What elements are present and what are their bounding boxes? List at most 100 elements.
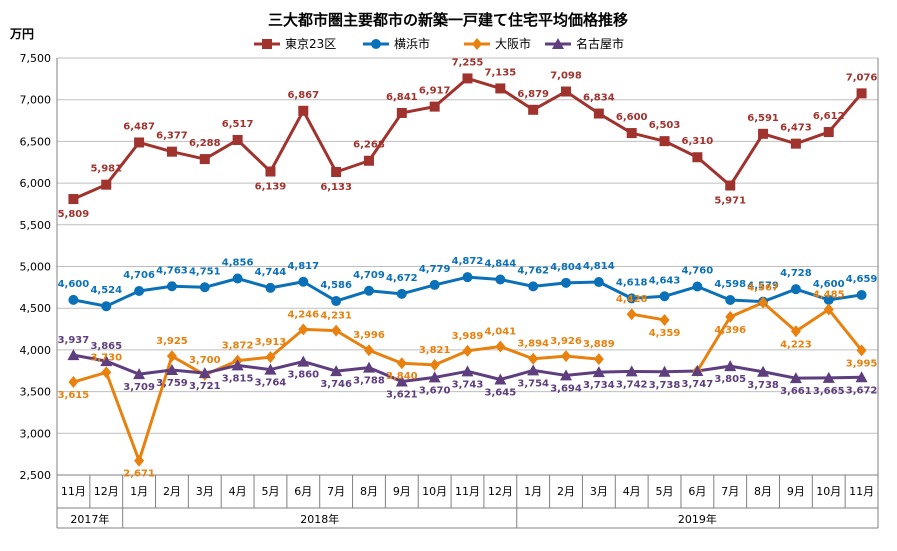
data-label: 3,865 [90, 341, 122, 352]
data-point-diamond [472, 38, 482, 50]
y-tick-label: 4,500 [20, 302, 52, 315]
data-label: 6,473 [780, 123, 812, 134]
data-label: 4,844 [485, 259, 517, 270]
data-label: 4,760 [682, 266, 714, 277]
data-label: 4,598 [714, 279, 746, 290]
data-point-square [528, 104, 539, 115]
data-label: 4,396 [714, 325, 746, 336]
data-label: 3,821 [419, 345, 451, 356]
data-point-diamond [101, 366, 112, 379]
data-point-triangle [231, 359, 244, 371]
data-label: 4,618 [616, 277, 648, 288]
data-label: 7,098 [550, 71, 582, 82]
data-point-triangle [395, 375, 408, 387]
data-point-square [856, 88, 867, 99]
data-point-circle [856, 289, 867, 300]
data-label: 3,734 [583, 380, 615, 391]
data-label: 3,700 [189, 355, 221, 366]
data-label: 3,995 [846, 358, 878, 369]
x-tick-label: 7月 [721, 485, 739, 498]
data-label: 4,246 [287, 309, 319, 320]
x-tick-label: 6月 [688, 485, 706, 498]
data-point-circle [331, 296, 342, 307]
data-label: 3,759 [156, 378, 188, 389]
data-point-square [692, 152, 703, 163]
data-point-square [725, 180, 736, 191]
legend-label: 名古屋市 [576, 36, 624, 51]
data-point-square [298, 105, 309, 116]
data-label: 6,841 [386, 92, 418, 103]
data-label: 3,621 [386, 390, 418, 401]
data-point-triangle [133, 368, 146, 380]
data-label: 3,645 [485, 388, 517, 399]
series-line [631, 312, 665, 322]
y-tick-label: 6,000 [20, 177, 52, 190]
data-point-circle [68, 294, 79, 305]
x-tick-label: 9月 [787, 485, 805, 498]
data-point-diamond [790, 325, 801, 338]
data-label: 4,762 [517, 265, 549, 276]
y-tick-label: 2,500 [20, 469, 52, 482]
data-label: 3,764 [255, 378, 287, 389]
data-point-diamond [134, 454, 145, 467]
data-point-triangle [494, 373, 507, 385]
data-point-square [134, 137, 145, 148]
series-line [696, 301, 863, 372]
data-point-triangle [165, 363, 178, 375]
data-label: 3,738 [649, 380, 681, 391]
data-label: 4,586 [320, 280, 352, 291]
x-tick-label: 5月 [656, 485, 674, 498]
data-label: 4,643 [649, 275, 681, 286]
data-point-diamond [68, 376, 79, 389]
data-point-triangle [330, 365, 343, 377]
data-label: 3,730 [90, 352, 122, 363]
x-tick-label: 12月 [94, 485, 119, 498]
data-point-diamond [659, 313, 670, 326]
data-label: 6,268 [353, 140, 385, 151]
data-point-diamond [725, 310, 736, 323]
data-point-triangle [461, 365, 474, 377]
data-point-square [265, 166, 276, 177]
data-point-triangle [552, 38, 564, 49]
data-label: 3,925 [156, 336, 188, 347]
x-tick-label: 2月 [163, 485, 181, 498]
data-label: 3,840 [386, 371, 418, 382]
x-tick-label: 10月 [422, 485, 447, 498]
data-label: 5,971 [714, 196, 746, 207]
data-point-circle [692, 281, 703, 292]
data-point-triangle [658, 365, 671, 377]
data-point-triangle [560, 369, 573, 381]
data-label: 6,867 [287, 90, 319, 101]
legend-label: 東京23区 [285, 37, 336, 51]
x-axis: 11月 12月 1月 2月 3月 4月 5月 6月 7月 8月 9月 10月 11月 12月 1月 2月 3月 4… [56, 58, 879, 529]
legend-label: 横浜市 [394, 36, 430, 51]
data-point-diamond [561, 350, 572, 363]
x-tick-label: 6月 [294, 485, 312, 498]
data-point-triangle [625, 365, 638, 377]
data-label: 4,223 [780, 339, 812, 350]
data-point-triangle [297, 355, 310, 367]
x-tick-label: 5月 [261, 485, 279, 498]
data-label: 3,743 [452, 379, 484, 390]
data-label: 4,600 [813, 279, 845, 290]
data-point-diamond [363, 344, 374, 357]
data-label: 3,665 [813, 386, 845, 397]
data-point-diamond [495, 340, 506, 353]
data-label: 4,524 [90, 285, 122, 296]
data-label: 4,744 [255, 267, 287, 278]
x-tick-label: 11月 [849, 485, 874, 498]
data-point-square [363, 155, 374, 166]
year-label: 2018年 [300, 512, 339, 526]
data-point-triangle [362, 361, 375, 373]
data-label: 3,860 [287, 370, 319, 381]
data-point-circle [725, 295, 736, 306]
data-point-diamond [265, 351, 276, 364]
data-point-square [331, 167, 342, 178]
data-label: 4,856 [222, 258, 254, 269]
data-label: 6,133 [320, 182, 352, 193]
data-label: 6,487 [123, 121, 155, 132]
data-label: 3,872 [222, 341, 254, 352]
data-label: 4,706 [123, 270, 155, 281]
data-point-square [495, 83, 506, 94]
